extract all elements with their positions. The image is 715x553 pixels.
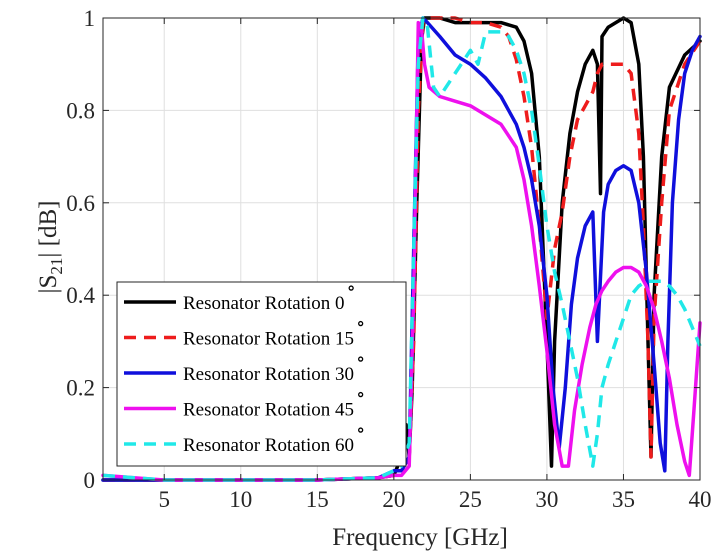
y-tick-label: 1 (84, 6, 96, 31)
legend-degree-3: ∘ (356, 385, 365, 406)
legend-label-1: Resonator Rotation 15 (183, 329, 354, 350)
y-axis-title: |S21| [dB] (35, 200, 66, 293)
legend-degree-2: ∘ (356, 349, 365, 370)
legend-degree-0: ∘ (346, 278, 355, 299)
legend-label-2: Resonator Rotation 30 (183, 364, 354, 385)
axis-ticks (103, 17, 701, 481)
y-tick-label: 0.6 (66, 191, 95, 216)
x-tick-label: 10 (229, 487, 252, 512)
x-tick-label: 5 (158, 487, 170, 512)
y-tick-labels: 0 0.2 0.4 0.6 0.8 1 (66, 6, 95, 493)
legend-degree-4: ∘ (356, 420, 365, 441)
x-tick-labels: 5 10 15 20 25 30 35 40 (158, 487, 711, 512)
series-line-4 (102, 16, 702, 482)
y-axis-title-subscript: 21 (47, 258, 66, 275)
x-axis-title: Frequency [GHz] (332, 524, 508, 551)
y-axis-title-base: |S (35, 275, 62, 294)
legend-label-4: Resonator Rotation 60 (183, 435, 354, 456)
series-layer (101, 16, 702, 482)
y-tick-label: 0.2 (66, 376, 95, 401)
x-tick-label: 15 (306, 487, 329, 512)
plot-area-frame (102, 17, 701, 481)
y-tick-label: 0.4 (66, 283, 95, 308)
x-tick-label: 40 (689, 487, 712, 512)
legend-degree-1: ∘ (356, 314, 365, 335)
legend: Resonator Rotation 0∘Resonator Rotation … (116, 278, 407, 467)
y-tick-label: 0 (84, 468, 96, 493)
y-axis-title-rest: | [dB] (35, 200, 62, 257)
x-tick-label: 30 (535, 487, 558, 512)
legend-label-0: Resonator Rotation 0 (183, 293, 344, 314)
x-tick-label: 20 (382, 487, 405, 512)
legend-label-3: Resonator Rotation 45 (183, 400, 354, 421)
y-tick-label: 0.8 (66, 98, 95, 123)
series-line-3 (101, 20, 702, 482)
x-tick-label: 35 (612, 487, 635, 512)
x-tick-label: 25 (459, 487, 482, 512)
